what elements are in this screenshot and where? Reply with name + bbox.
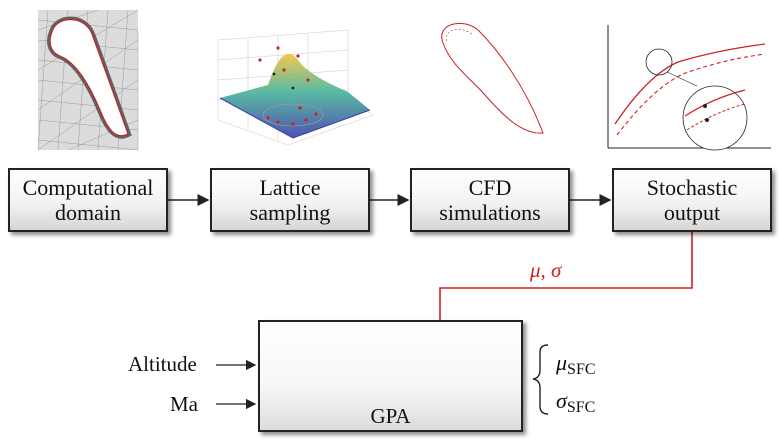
output-brace <box>532 344 549 415</box>
mesh-illustration <box>37 9 139 151</box>
altitude-input-label: Altitude <box>128 352 197 376</box>
sigma-sfc-output: σSFC <box>556 388 595 417</box>
cfd-simulations-label: CFD simulations <box>439 175 541 225</box>
mu-sfc-output: μSFC <box>556 350 596 379</box>
mach-input-label: Ma <box>170 392 198 416</box>
mu-symbol: μ <box>556 350 568 375</box>
cfd-profile-illustration <box>441 22 544 134</box>
stochastic-output-box: Stochastic output <box>612 168 772 232</box>
lattice-sampling-label: Lattice sampling <box>249 175 331 225</box>
gpa-label: GPA <box>370 404 411 428</box>
sigma-subscript: SFC <box>566 399 596 416</box>
mu-sigma-label: μ, σ <box>530 258 562 282</box>
lattice-sampling-box: Lattice sampling <box>210 168 370 232</box>
gpa-box: GPA <box>258 320 523 432</box>
surface-illustration <box>217 29 374 146</box>
computational-domain-label: Computational domain <box>22 175 154 225</box>
mu-subscript: SFC <box>567 361 596 378</box>
sigma-symbol: σ <box>556 388 567 413</box>
computational-domain-box: Computational domain <box>8 168 168 232</box>
cfd-simulations-box: CFD simulations <box>410 168 570 232</box>
stochastic-plot-illustration <box>607 25 771 151</box>
stochastic-output-label: Stochastic output <box>646 175 738 225</box>
